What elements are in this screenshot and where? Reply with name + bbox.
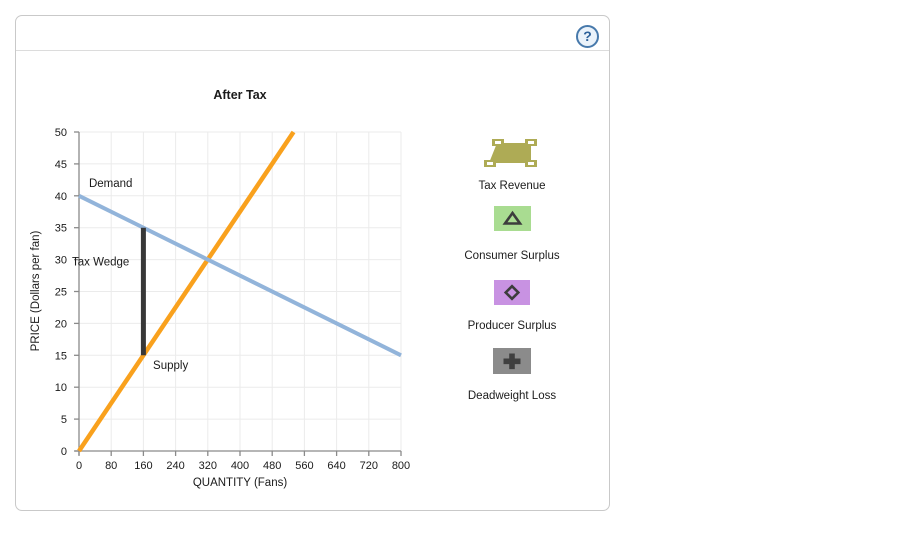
svg-text:400: 400 <box>231 460 249 472</box>
svg-text:160: 160 <box>134 460 152 472</box>
consumer-surplus-icon[interactable] <box>412 206 612 236</box>
tax-revenue-shape <box>484 139 537 167</box>
diamond-icon <box>503 284 521 301</box>
svg-text:0: 0 <box>76 460 82 472</box>
svg-text:0: 0 <box>61 446 67 458</box>
svg-text:15: 15 <box>55 350 67 362</box>
consumer-surplus-label: Consumer Surplus <box>464 250 560 262</box>
supply-demand-chart[interactable]: 0 80 160 240 320 400 480 560 640 720 800 0 5 10 15 20 25… <box>16 51 461 511</box>
svg-text:560: 560 <box>295 460 313 472</box>
svg-text:35: 35 <box>55 223 67 235</box>
tax-revenue-icon[interactable] <box>412 139 612 174</box>
svg-text:480: 480 <box>263 460 281 472</box>
producer-surplus-icon[interactable] <box>412 280 612 310</box>
svg-text:50: 50 <box>55 127 67 139</box>
svg-text:25: 25 <box>55 287 67 299</box>
producer-surplus-swatch <box>494 280 530 305</box>
svg-text:240: 240 <box>166 460 184 472</box>
chart-title: After Tax <box>213 88 267 102</box>
help-button[interactable]: ? <box>576 25 599 48</box>
triangle-icon <box>501 210 523 225</box>
panel-header: ? <box>16 16 609 51</box>
svg-text:720: 720 <box>360 460 378 472</box>
svg-text:Demand: Demand <box>89 178 132 190</box>
svg-text:Tax Wedge: Tax Wedge <box>72 256 129 268</box>
plus-icon <box>503 353 521 370</box>
deadweight-loss-label: Deadweight Loss <box>467 390 557 402</box>
svg-text:30: 30 <box>55 255 67 267</box>
deadweight-loss-icon[interactable] <box>412 348 612 379</box>
svg-text:80: 80 <box>105 460 117 472</box>
svg-text:640: 640 <box>327 460 345 472</box>
svg-text:20: 20 <box>55 318 67 330</box>
tax-revenue-label: Tax Revenue <box>478 180 546 192</box>
legend-column: Tax Revenue Consumer Surplus Producer Su… <box>412 16 612 512</box>
svg-text:5: 5 <box>61 414 67 426</box>
svg-text:45: 45 <box>55 159 67 171</box>
svg-text:320: 320 <box>199 460 217 472</box>
svg-text:800: 800 <box>392 460 410 472</box>
consumer-surplus-swatch <box>493 206 531 231</box>
x-axis-label: QUANTITY (Fans) <box>192 477 288 489</box>
chart-area: After Tax PRICE (Dollars per fan) 0 80 160… <box>16 51 461 511</box>
svg-text:Supply: Supply <box>153 360 188 372</box>
producer-surplus-label: Producer Surplus <box>467 320 557 332</box>
question-panel: ? After Tax PRICE (Dollars per fan) 0 80 1… <box>15 15 610 511</box>
svg-text:10: 10 <box>55 382 67 394</box>
svg-text:40: 40 <box>55 191 67 203</box>
